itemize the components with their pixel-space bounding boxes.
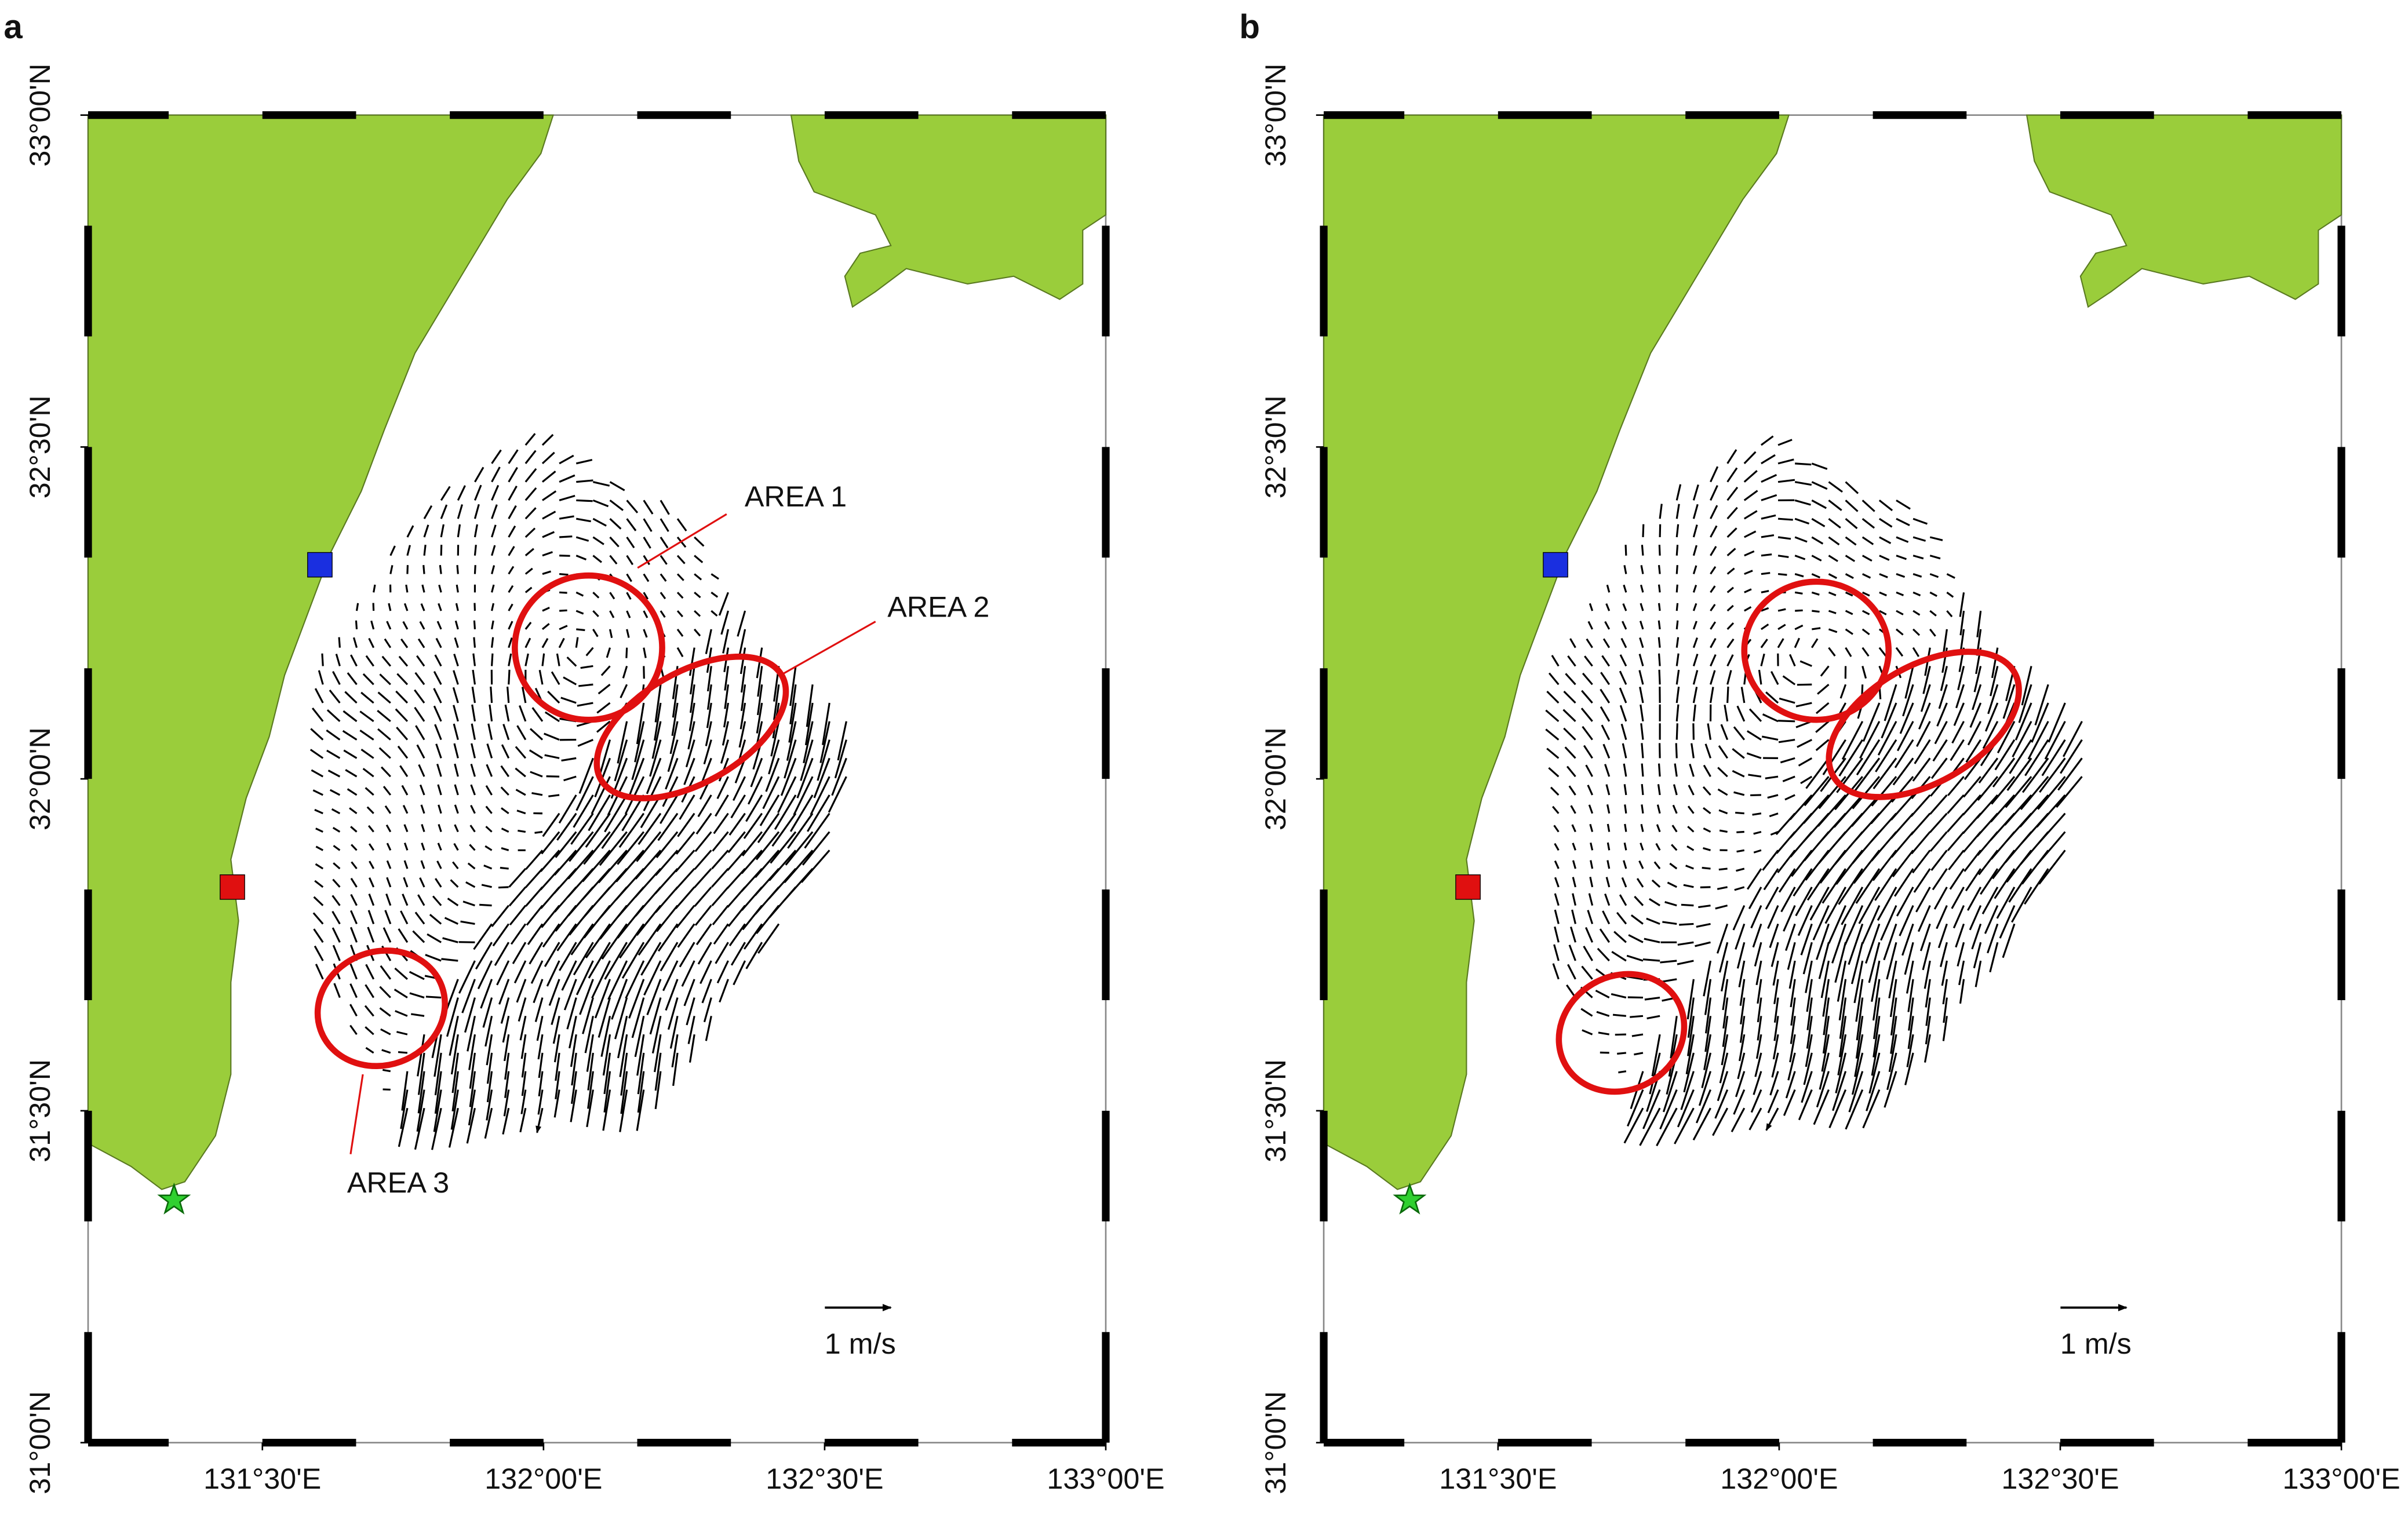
station-marker: [307, 552, 333, 578]
lat-tick-label: 31°00'N: [1259, 1391, 1292, 1494]
map-panel: a 31°00'N 31°30'N 32°00'N 32°30'N 33°00'N 131°…: [3, 8, 1164, 1495]
lat-tick-label: 31°30'N: [1259, 1059, 1292, 1162]
site-star: [1393, 1182, 1427, 1215]
land: [2026, 114, 2343, 308]
scale-label: 1 m/s: [2060, 1327, 2132, 1360]
land: [87, 114, 554, 1190]
lat-tick-label: 32°00'N: [1259, 727, 1292, 830]
panel-label: b: [1239, 8, 1260, 46]
lat-tick-label: 32°30'N: [1259, 395, 1292, 498]
site-star: [157, 1182, 191, 1215]
lon-tick-label: 131°30'E: [1439, 1462, 1557, 1495]
lat-tick-label: 31°00'N: [23, 1391, 56, 1494]
lat-tick-label: 33°00'N: [1259, 64, 1292, 167]
panel-label: a: [3, 8, 23, 46]
area-ellipse: [1555, 971, 1688, 1095]
land: [1323, 114, 1790, 1190]
map-panel: b 31°00'N 31°30'N 32°00'N 32°30'N 33°00'N 131°…: [1239, 8, 2400, 1495]
lon-tick-label: 132°00'E: [484, 1462, 602, 1495]
area-ellipse: [1741, 578, 1892, 723]
lat-tick-label: 32°30'N: [23, 395, 56, 498]
lat-tick-label: 33°00'N: [23, 64, 56, 167]
lon-tick-label: 131°30'E: [203, 1462, 321, 1495]
lon-tick-label: 133°00'E: [2282, 1462, 2400, 1495]
lon-tick-label: 132°30'E: [2001, 1462, 2119, 1495]
lon-tick-label: 132°00'E: [1720, 1462, 1838, 1495]
station-marker: [220, 874, 245, 900]
lon-tick-label: 132°30'E: [766, 1462, 883, 1495]
station-marker: [1543, 552, 1568, 578]
land: [790, 114, 1107, 308]
leader-line: [779, 621, 876, 676]
lon-tick-label: 133°00'E: [1047, 1462, 1164, 1495]
lat-tick-label: 31°30'N: [23, 1059, 56, 1162]
area-ellipse: [1826, 648, 2022, 800]
station-marker: [1455, 874, 1481, 900]
lat-tick-label: 32°00'N: [23, 727, 56, 830]
area-annotation: AREA 2: [887, 590, 989, 624]
leader-line: [637, 513, 727, 569]
leader-line: [349, 1074, 364, 1154]
area-ellipse: [512, 572, 665, 723]
scale-label: 1 m/s: [825, 1327, 896, 1360]
area-annotation: AREA 3: [347, 1166, 449, 1199]
area-ellipse: [314, 947, 448, 1070]
area-annotation: AREA 1: [745, 480, 847, 513]
velocity-field: [1545, 435, 2083, 1147]
